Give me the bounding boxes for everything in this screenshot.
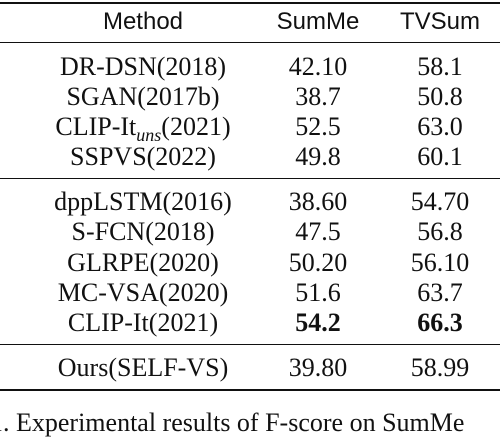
- header-tvsum: TVSum: [399, 8, 481, 35]
- row-summe: 38.60: [288, 187, 348, 216]
- row-tvsum: 56.10: [410, 248, 470, 277]
- group-rule: [0, 344, 500, 345]
- row-method: SSPVS(2022): [70, 142, 216, 171]
- row-tvsum: 58.1: [417, 52, 463, 81]
- row-summe: 38.7: [295, 82, 341, 111]
- method-year: (2021): [161, 112, 231, 141]
- row-tvsum-best: 66.3: [417, 308, 463, 337]
- row-tvsum: 56.8: [417, 217, 463, 246]
- top-rule: [0, 2, 500, 4]
- table-caption: 1. Experimental results of F-score on Su…: [0, 408, 465, 437]
- method-name: CLIP-It: [55, 112, 137, 141]
- group-rule: [0, 178, 500, 179]
- row-summe: 39.80: [288, 353, 348, 382]
- row-summe: 52.5: [295, 112, 341, 141]
- row-method: GLRPE(2020): [67, 248, 219, 277]
- method-subscript: uns: [136, 125, 162, 145]
- row-method: dppLSTM(2016): [54, 187, 232, 216]
- row-tvsum: 63.0: [417, 112, 463, 141]
- row-summe: 51.6: [295, 278, 341, 307]
- row-tvsum: 63.7: [417, 278, 463, 307]
- row-summe: 50.20: [288, 248, 348, 277]
- header-summe: SumMe: [276, 8, 360, 35]
- header-rule: [0, 42, 500, 43]
- row-method: DR-DSN(2018): [59, 52, 227, 81]
- row-method: S-FCN(2018): [71, 217, 215, 246]
- row-summe: 49.8: [295, 142, 341, 171]
- row-summe-best: 54.2: [295, 308, 341, 337]
- row-method: MC-VSA(2020): [57, 278, 229, 307]
- row-summe: 47.5: [295, 217, 341, 246]
- row-tvsum: 50.8: [417, 82, 463, 111]
- row-method: CLIP-Ituns(2021): [55, 112, 231, 145]
- header-method: Method: [102, 8, 184, 35]
- row-method: SGAN(2017b): [66, 82, 220, 111]
- row-method: CLIP-It(2021): [67, 308, 219, 337]
- row-summe: 42.10: [288, 52, 348, 81]
- row-tvsum: 60.1: [417, 142, 463, 171]
- row-tvsum: 58.99: [410, 353, 470, 382]
- bottom-rule: [0, 389, 500, 391]
- row-tvsum: 54.70: [410, 187, 470, 216]
- row-method: Ours(SELF-VS): [57, 353, 229, 382]
